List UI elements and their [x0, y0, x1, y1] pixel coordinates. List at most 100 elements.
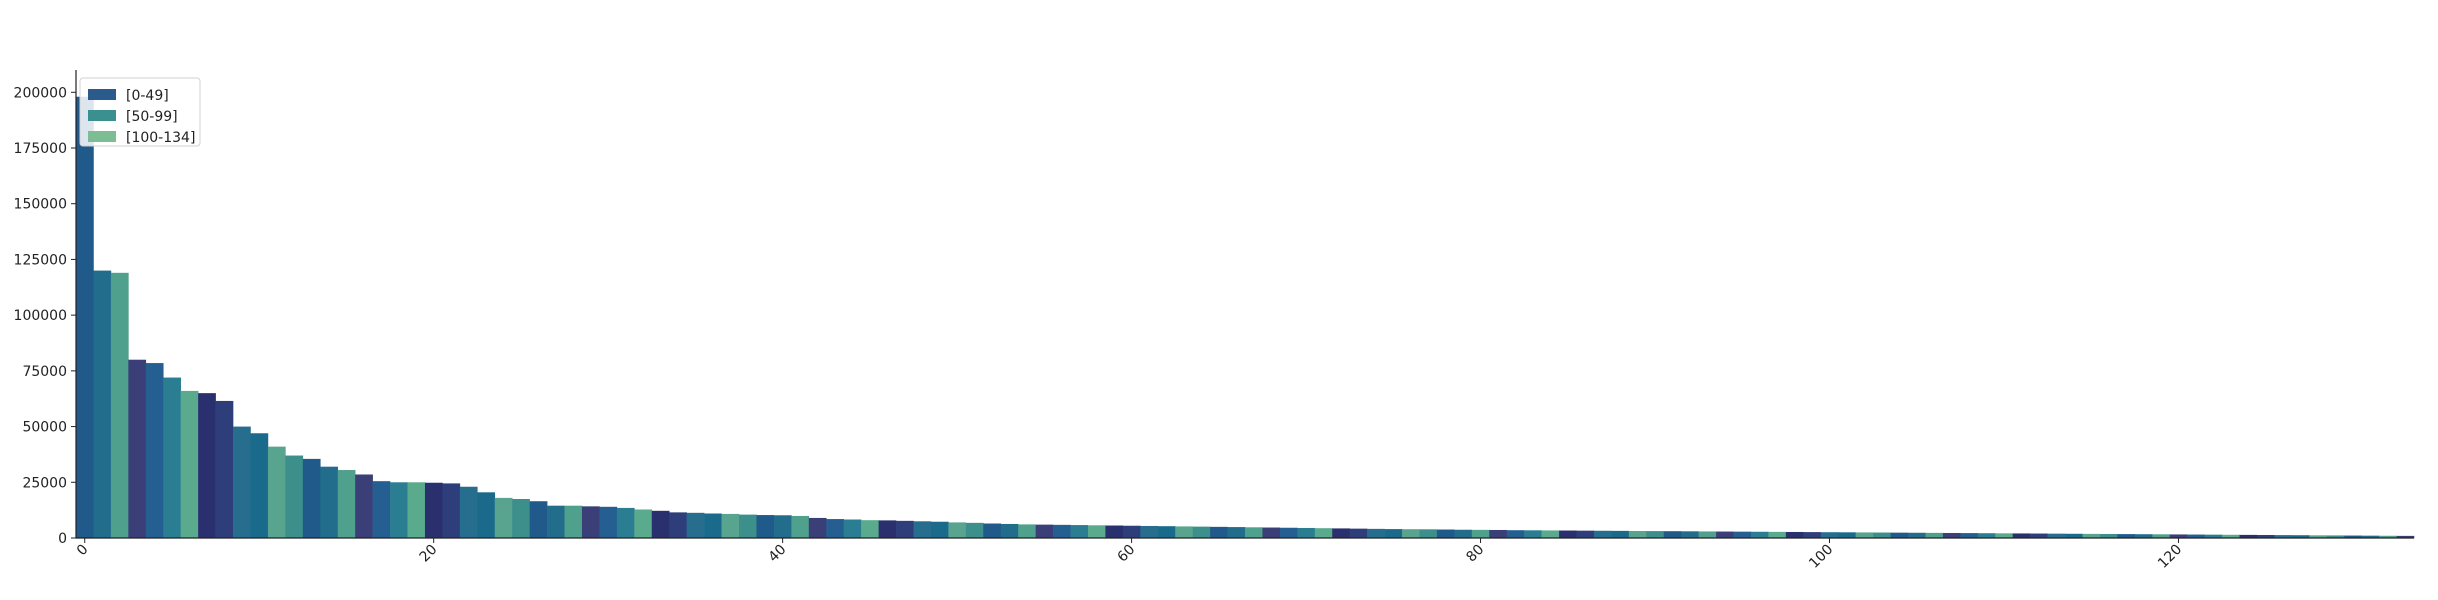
bar [2344, 535, 2362, 538]
bar [564, 505, 583, 538]
bar [1227, 527, 1246, 538]
y-tick-label: 125000 [14, 252, 67, 268]
bar [1314, 528, 1333, 538]
bar [2012, 533, 2031, 538]
legend-swatch [88, 89, 116, 100]
bar [2222, 534, 2240, 538]
bar [1349, 528, 1368, 538]
y-ticks-group: 0 25000 50000 75000 100000 125000 150000 175000… [14, 85, 76, 547]
x-tick-label: 40 [766, 542, 790, 566]
bar [424, 482, 443, 538]
bar [1611, 530, 1630, 538]
bar [756, 515, 775, 538]
bar [390, 482, 408, 538]
x-tick-label: 20 [417, 542, 441, 566]
bar [739, 514, 757, 538]
bar [599, 506, 618, 538]
bar [1768, 531, 1787, 538]
bar [250, 433, 269, 538]
bar [1698, 531, 1717, 538]
x-tick-label: 100 [1806, 542, 1836, 572]
x-tick-label: 120 [2155, 542, 2185, 572]
bar [1157, 526, 1176, 538]
bar [2274, 535, 2293, 538]
y-tick-label: 25000 [22, 475, 67, 491]
bar [128, 359, 147, 538]
bar [616, 507, 635, 538]
bar [913, 521, 932, 538]
bar [233, 426, 251, 538]
bar [1332, 528, 1350, 538]
bar [110, 272, 129, 538]
bar [320, 466, 339, 538]
bar [267, 446, 286, 538]
bars-group [76, 96, 2415, 539]
bar [2047, 533, 2066, 538]
bar [2379, 535, 2397, 538]
bar [1855, 532, 1874, 538]
bar [2152, 534, 2171, 538]
bar [826, 519, 844, 538]
bar [1890, 532, 1909, 538]
bar [1925, 532, 1944, 538]
bar [1785, 531, 1804, 538]
bar [965, 522, 984, 538]
bar [145, 363, 164, 538]
bar [2187, 534, 2205, 538]
bar [477, 492, 496, 538]
bar [494, 497, 513, 538]
bar [2117, 534, 2136, 538]
bar [2065, 533, 2083, 538]
bar [791, 515, 810, 538]
y-tick-label: 150000 [14, 197, 67, 213]
bar [1873, 532, 1891, 538]
x-tick-label: 80 [1463, 542, 1487, 566]
bar [407, 482, 426, 538]
bar [1384, 529, 1403, 538]
bar [1140, 525, 1159, 538]
bar [878, 520, 897, 538]
bar [337, 470, 356, 538]
bar [1506, 530, 1525, 538]
bar [1977, 533, 1996, 538]
bar [1995, 533, 2013, 538]
bar [2169, 534, 2188, 538]
bar [163, 377, 181, 538]
bar [669, 512, 687, 538]
bar [1646, 531, 1665, 538]
y-tick-label: 75000 [22, 364, 67, 380]
bar [2396, 535, 2415, 538]
bar [1960, 533, 1979, 538]
legend-label: [0-49] [126, 88, 169, 104]
bar [1803, 532, 1822, 538]
bar [1000, 523, 1019, 538]
bar [1175, 526, 1193, 538]
bar [1367, 528, 1385, 538]
bar [1593, 530, 1612, 538]
bar [1750, 531, 1769, 538]
bar [76, 96, 94, 539]
bar [93, 270, 112, 538]
x-tick-label: 0 [74, 542, 92, 560]
y-tick-label: 0 [58, 531, 67, 547]
bar [1541, 530, 1560, 538]
bar [1663, 531, 1682, 538]
bar [2291, 535, 2310, 538]
bar [1820, 532, 1839, 538]
bar [704, 513, 722, 538]
bar [1122, 525, 1141, 538]
bar [1436, 529, 1455, 538]
bar [634, 509, 653, 538]
bar [896, 520, 914, 538]
bar [2204, 534, 2223, 538]
bar [1942, 532, 1961, 538]
bar [1419, 529, 1438, 538]
bar [1454, 529, 1473, 538]
bar [2082, 533, 2101, 538]
bar [2256, 534, 2275, 538]
bar [930, 521, 949, 538]
bar [1838, 532, 1856, 538]
y-tick-label: 175000 [14, 141, 67, 157]
bar [2099, 533, 2118, 538]
bar [948, 522, 967, 538]
